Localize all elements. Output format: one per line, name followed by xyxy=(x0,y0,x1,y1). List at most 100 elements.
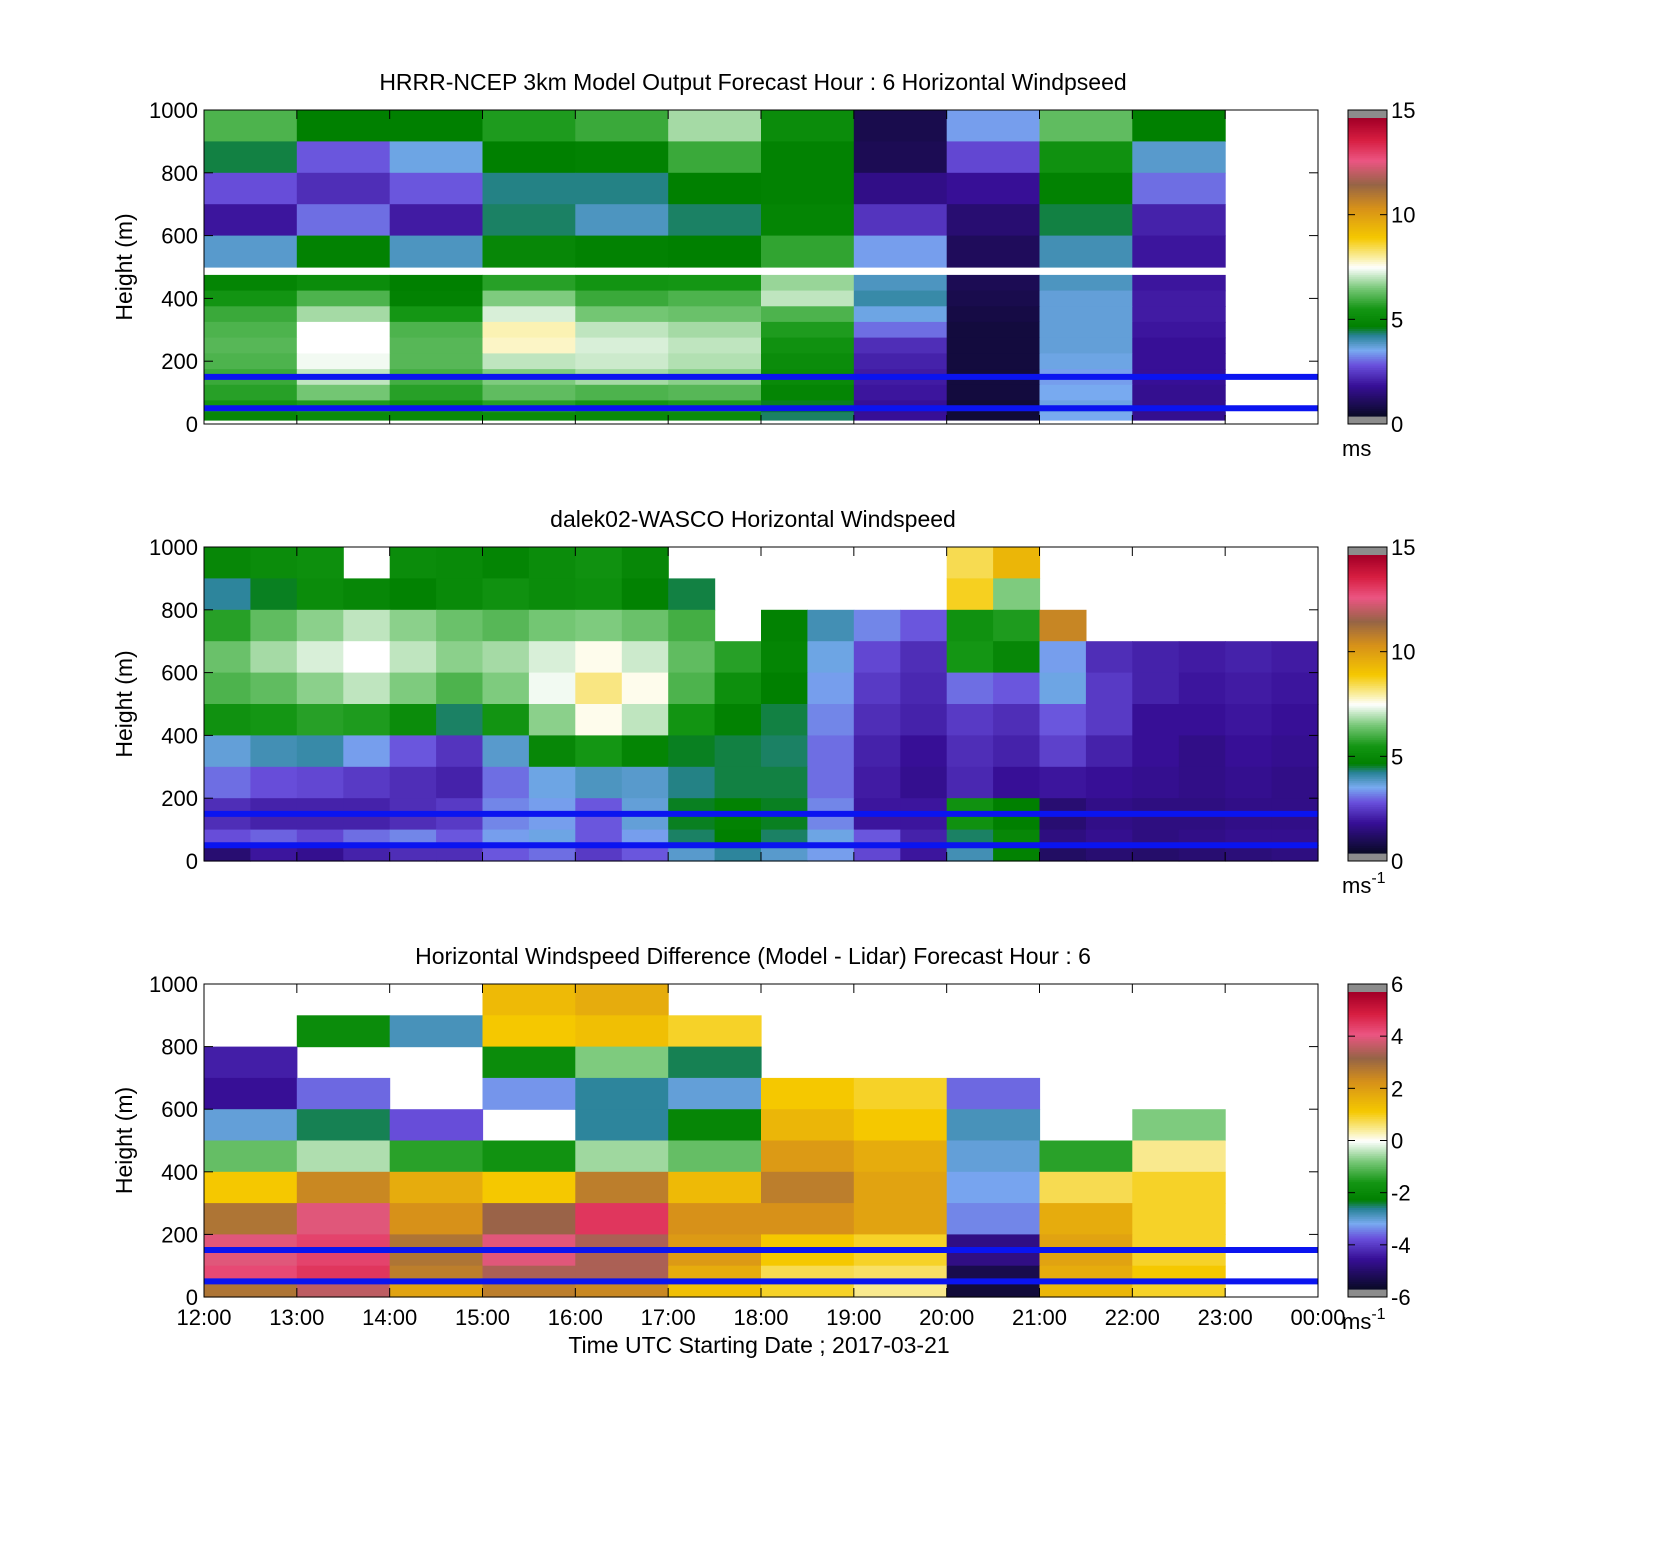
colorbar-segment xyxy=(1348,1045,1387,1049)
heatmap-cell xyxy=(853,1171,948,1204)
colorbar-segment xyxy=(1348,763,1387,767)
colorbar-segment xyxy=(1348,311,1387,315)
colorbar-cap-bottom xyxy=(1348,1289,1387,1297)
colorbar-segment xyxy=(1348,322,1387,326)
heatmap-cell xyxy=(204,1203,298,1235)
colorbar-segment xyxy=(1348,748,1387,752)
heatmap-cell xyxy=(993,547,1041,579)
colorbar-segment xyxy=(1348,404,1387,408)
colorbar-segment xyxy=(1348,694,1387,698)
colorbar-segment xyxy=(1348,605,1387,608)
colorbar-segment xyxy=(1348,636,1387,640)
colorbar-segment xyxy=(1348,237,1387,240)
heatmap-cell xyxy=(946,290,1041,307)
colorbar-tick-label: -2 xyxy=(1391,1181,1411,1206)
x-tick-label: 13:00 xyxy=(269,1305,324,1330)
colorbar-segment xyxy=(1348,294,1387,298)
colorbar-segment xyxy=(1348,1140,1387,1143)
colorbar-segment xyxy=(1348,1244,1387,1247)
heatmap-cell xyxy=(482,1281,576,1298)
colorbar-segment xyxy=(1348,218,1387,222)
heatmap-cell xyxy=(1132,845,1180,862)
heatmap-cell xyxy=(528,547,576,579)
colorbar-segment xyxy=(1348,399,1387,402)
heatmap-cell xyxy=(1271,704,1319,736)
heatmap-cell xyxy=(1132,321,1226,339)
colorbar-segment xyxy=(1348,361,1387,365)
heatmap-cell xyxy=(575,1109,669,1142)
heatmap-cell xyxy=(853,353,948,370)
colorbar-segment xyxy=(1348,289,1387,292)
colorbar-segment xyxy=(1348,248,1387,251)
colorbar-segment xyxy=(1348,1209,1387,1212)
colorbar-segment xyxy=(1348,1138,1387,1142)
heatmap-cell xyxy=(296,641,344,674)
colorbar-segment xyxy=(1348,823,1387,826)
heatmap-cell xyxy=(204,353,298,370)
colorbar-segment xyxy=(1348,158,1387,162)
colorbar-segment xyxy=(1348,649,1387,653)
heatmap-cell xyxy=(1132,353,1226,370)
heatmap-cell xyxy=(1039,204,1133,237)
heatmap-cell xyxy=(1085,829,1133,846)
colorbar-segment xyxy=(1348,1159,1387,1162)
heatmap-cell xyxy=(946,204,1041,237)
colorbar-segment xyxy=(1348,205,1387,208)
heatmap-cell xyxy=(853,412,948,421)
heatmap-cell xyxy=(668,321,762,339)
heatmap-cell xyxy=(993,766,1041,799)
colorbar-segment xyxy=(1348,192,1387,195)
colorbar-segment xyxy=(1348,655,1387,659)
heatmap-cell xyxy=(575,735,623,768)
heatmap-cell xyxy=(204,735,251,768)
colorbar-segment xyxy=(1348,136,1387,140)
colorbar-segment xyxy=(1348,337,1387,341)
heatmap-cell xyxy=(668,1140,762,1173)
heatmap-cell xyxy=(296,321,391,339)
colorbar-segment xyxy=(1348,1231,1387,1234)
colorbar-segment xyxy=(1348,830,1387,834)
heatmap-cell xyxy=(482,672,530,705)
colorbar-segment xyxy=(1348,302,1387,305)
heatmap-cell xyxy=(575,1171,669,1204)
colorbar-segment xyxy=(1348,670,1387,673)
heatmap-cell xyxy=(250,672,298,705)
colorbar-segment xyxy=(1348,231,1387,235)
colorbar-segment xyxy=(1348,1142,1387,1145)
heatmap-cell xyxy=(1178,704,1226,736)
heatmap-cell xyxy=(389,1171,484,1204)
colorbar-segment xyxy=(1348,1272,1387,1275)
heatmap-cell xyxy=(482,1046,576,1079)
heatmap-cell xyxy=(482,321,576,339)
colorbar-segment xyxy=(1348,566,1387,569)
colorbar-segment xyxy=(1348,730,1387,733)
colorbar-segment xyxy=(1348,1253,1387,1257)
colorbar-segment xyxy=(1348,1144,1387,1147)
heatmap-cell xyxy=(621,578,669,611)
heatmap-cell xyxy=(204,110,298,142)
colorbar-segment xyxy=(1348,731,1387,735)
heatmap-cell xyxy=(946,141,1041,174)
colorbar-segment xyxy=(1348,1224,1387,1227)
colorbar-segment xyxy=(1348,1222,1387,1225)
colorbar-segment xyxy=(1348,1066,1387,1069)
heatmap-cell xyxy=(204,1171,298,1204)
colorbar-segment xyxy=(1348,817,1387,821)
colorbar-segment xyxy=(1348,1043,1387,1047)
colorbar-segment xyxy=(1348,257,1387,261)
heatmap-cell xyxy=(204,290,298,307)
heatmap-cell xyxy=(1039,306,1133,323)
heatmap-cell xyxy=(807,641,855,674)
colorbar-tick-label: 5 xyxy=(1391,744,1403,769)
colorbar-segment xyxy=(1348,300,1387,303)
colorbar-segment xyxy=(1348,1283,1387,1286)
heatmap-cell xyxy=(761,141,855,174)
colorbar-segment xyxy=(1348,1155,1387,1158)
y-tick-label: 0 xyxy=(186,1285,198,1310)
heatmap-cell xyxy=(761,274,855,292)
colorbar-tick-label: 15 xyxy=(1391,98,1415,123)
colorbar-segment xyxy=(1348,1248,1387,1251)
y-tick-label: 800 xyxy=(161,598,198,623)
colorbar-segment xyxy=(1348,1025,1387,1028)
colorbar-segment xyxy=(1348,278,1387,281)
